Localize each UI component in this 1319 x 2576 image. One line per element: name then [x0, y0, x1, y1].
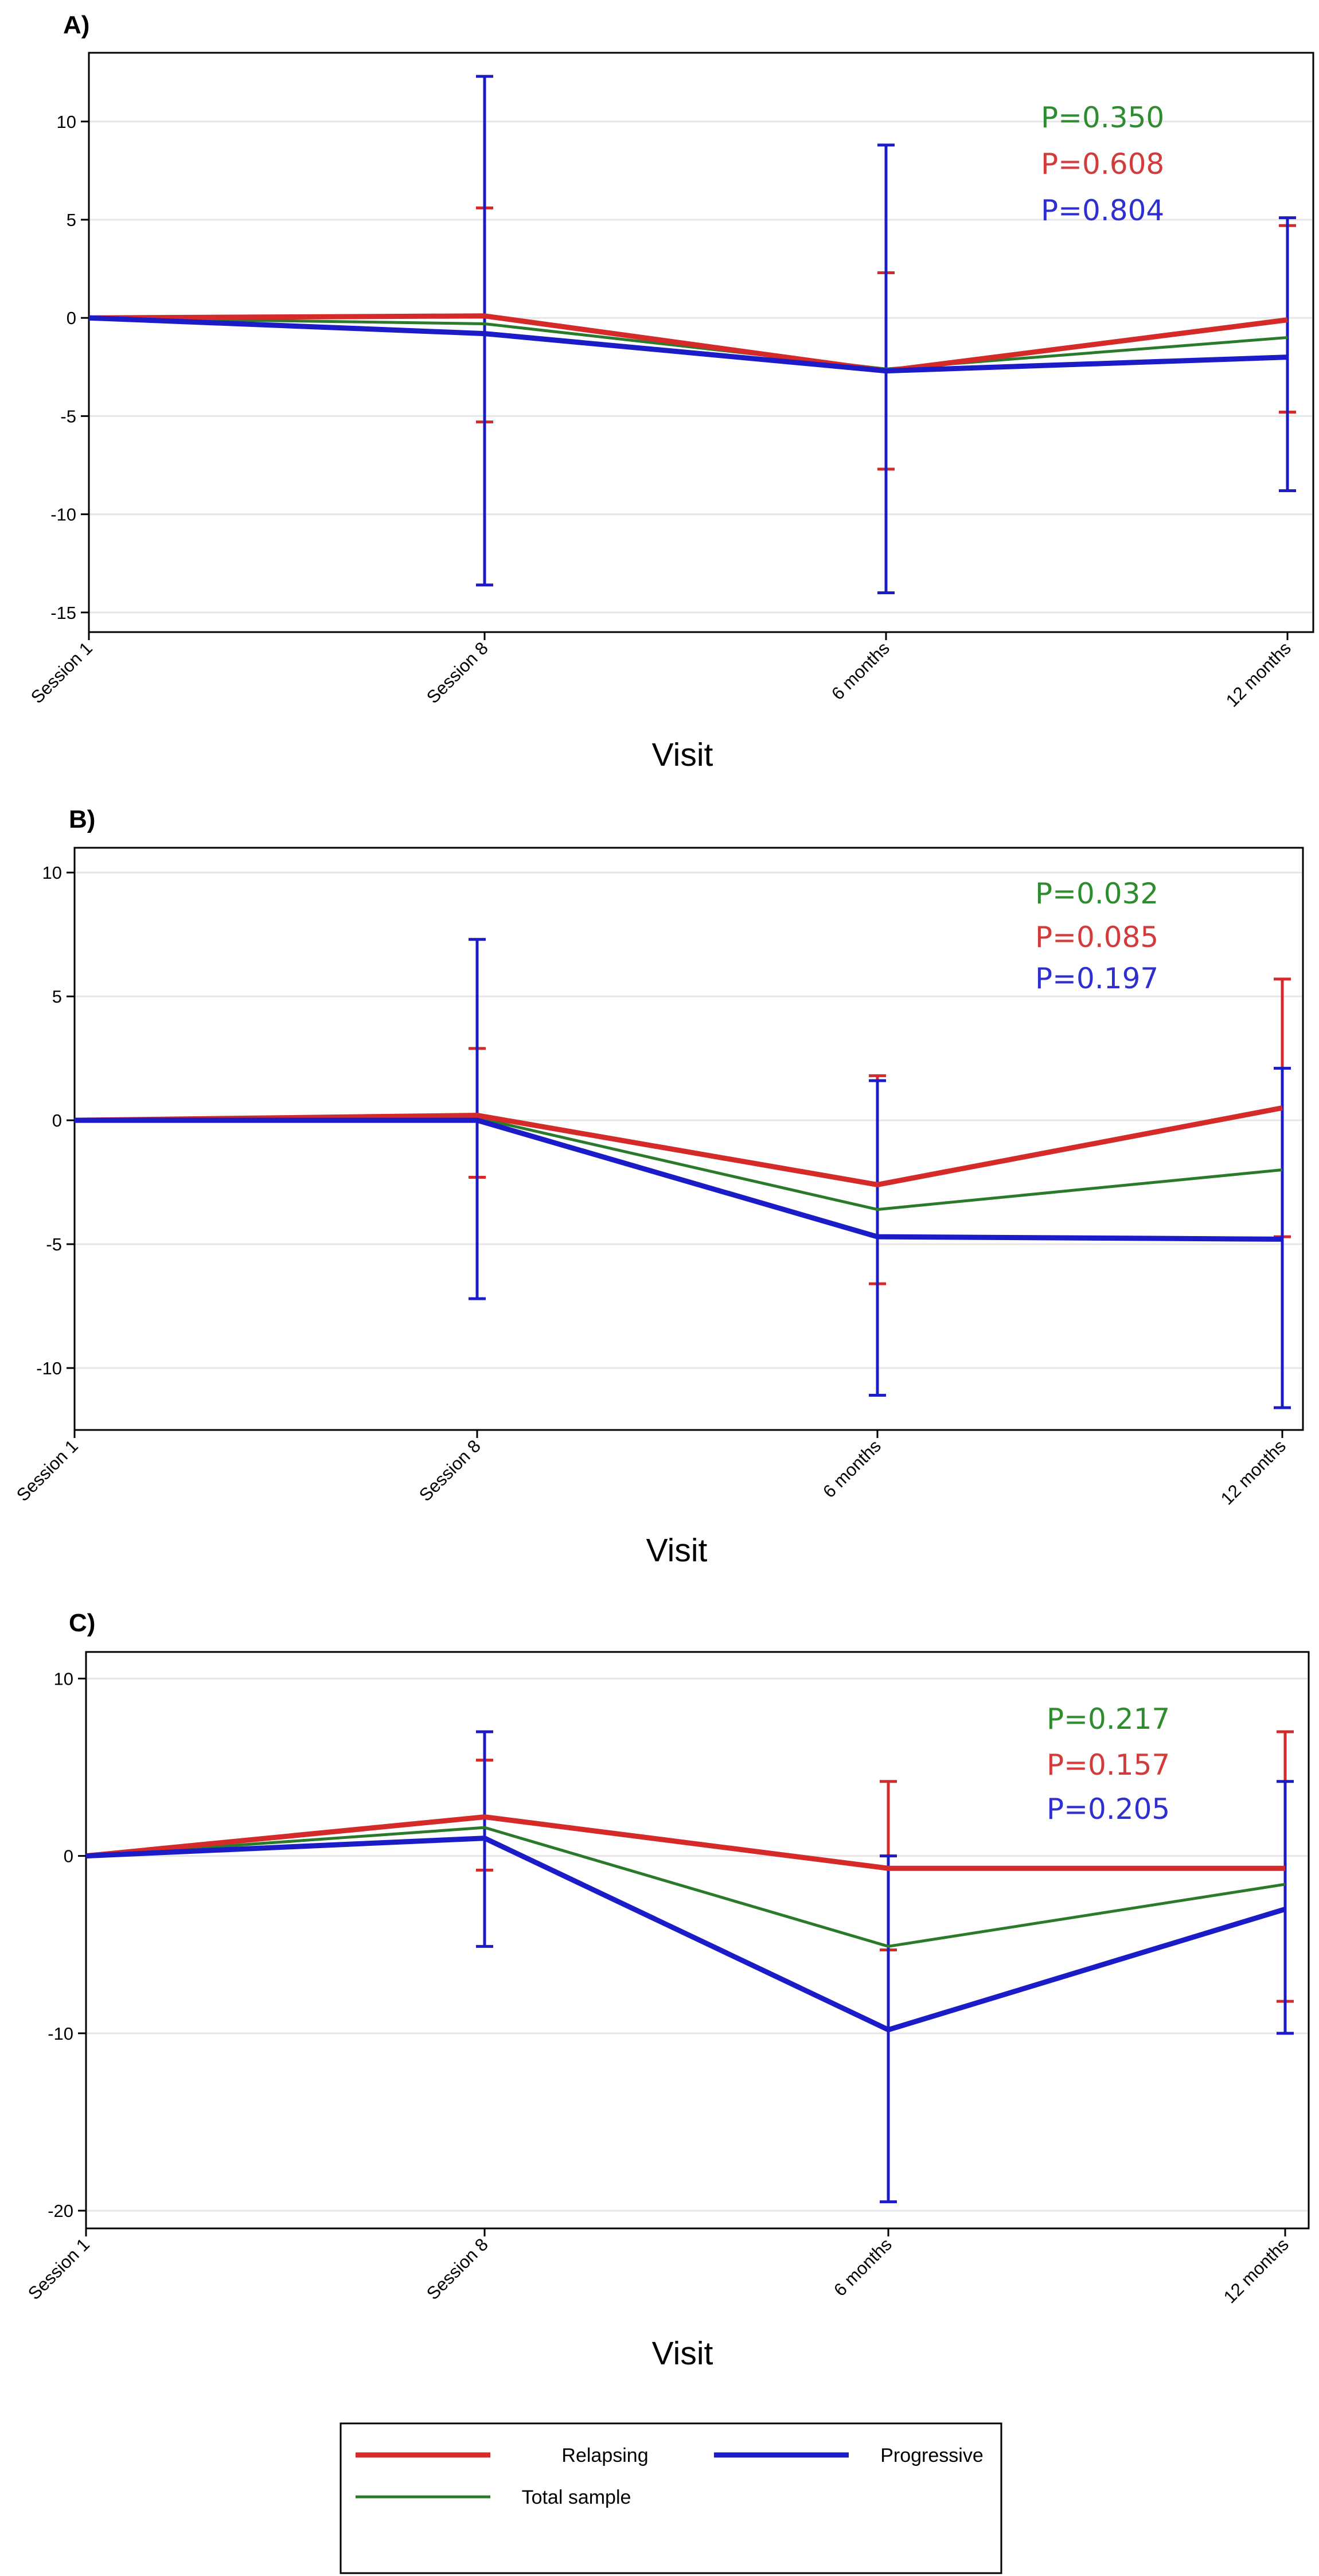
y-tick-label: 0	[64, 1846, 73, 1866]
y-tick-label: -10	[36, 1358, 62, 1378]
x-tick-label: Session 1	[24, 2234, 93, 2304]
progressive-series-line	[75, 1117, 1283, 1242]
panel-label: C)	[69, 1609, 95, 1637]
x-tick-label: Session 1	[27, 638, 96, 707]
y-tick-label: 0	[67, 308, 76, 328]
y-tick-label: -20	[48, 2201, 73, 2221]
x-tick-label: 12 months	[1220, 2234, 1293, 2307]
y-tick-label: 10	[42, 863, 62, 883]
x-tick-label: Session 8	[423, 638, 492, 707]
x-axis-title: Visit	[646, 1532, 708, 1569]
y-tick-label: 10	[57, 112, 76, 132]
x-tick-label: 12 months	[1222, 638, 1295, 711]
x-tick-label: 12 months	[1217, 1436, 1290, 1509]
legend-label-relapsing: Relapsing	[561, 2445, 648, 2466]
x-tick-label: Session 1	[13, 1436, 82, 1505]
x-axis-title: Visit	[652, 2335, 713, 2372]
legend-label-total: Total sample	[522, 2487, 631, 2508]
p-value-progressive: P=0.205	[1047, 1792, 1170, 1826]
relapsing-series-line	[88, 313, 1288, 374]
chart-panel-2: -10 -5 0 5 10 Session 1 Session 8 6 months 12 mo…	[13, 805, 1304, 1569]
x-tick-label: Session 8	[423, 2234, 492, 2304]
y-tick-label: 10	[54, 1669, 73, 1689]
y-tick-label: -5	[46, 1234, 62, 1254]
x-tick-label: 6 months	[830, 2234, 896, 2300]
chart-panel-3: -20 -10 0 10 Session 1 Session 8 6 months 12 mo…	[24, 1609, 1310, 2372]
panel-label: A)	[63, 11, 89, 39]
x-tick-label: 6 months	[828, 638, 893, 704]
p-value-total: P=0.350	[1041, 101, 1164, 134]
y-tick-label: -15	[50, 603, 76, 623]
p-value-total: P=0.217	[1047, 1702, 1170, 1736]
panel-label: B)	[69, 805, 95, 833]
y-tick-label: 5	[67, 210, 76, 230]
y-tick-label: 0	[52, 1110, 62, 1131]
p-value-relapsing: P=0.085	[1035, 921, 1158, 954]
progressive-series-line	[88, 315, 1288, 374]
relapsing-series-line	[85, 1814, 1285, 1871]
y-tick-label: -10	[48, 2024, 73, 2044]
p-value-relapsing: P=0.157	[1047, 1748, 1170, 1782]
p-value-progressive: P=0.804	[1041, 194, 1164, 227]
plot-frame	[85, 1651, 1310, 2230]
plot-frame	[88, 52, 1314, 633]
p-value-relapsing: P=0.608	[1041, 147, 1164, 181]
legend-label-progressive: Progressive	[880, 2445, 984, 2466]
total-series-line	[85, 1826, 1286, 1948]
total-series-line	[88, 316, 1288, 371]
x-tick-label: Session 8	[415, 1436, 485, 1505]
x-tick-label: 6 months	[819, 1436, 885, 1502]
y-tick-label: 5	[52, 987, 62, 1007]
p-value-progressive: P=0.197	[1035, 962, 1158, 995]
p-value-total: P=0.032	[1035, 877, 1158, 910]
legend: Relapsing Progressive Total sample	[339, 2422, 1002, 2574]
y-tick-label: -5	[60, 406, 76, 426]
x-axis-title: Visit	[652, 736, 713, 773]
progressive-series-line	[85, 1835, 1286, 2033]
plot-frame	[73, 847, 1304, 1431]
y-tick-label: -10	[50, 505, 76, 525]
chart-panel-1: -15 -10 -5 0 5 10 Session 1 Session 8 6 months 12…	[27, 11, 1314, 773]
total-series-line	[74, 1116, 1283, 1211]
